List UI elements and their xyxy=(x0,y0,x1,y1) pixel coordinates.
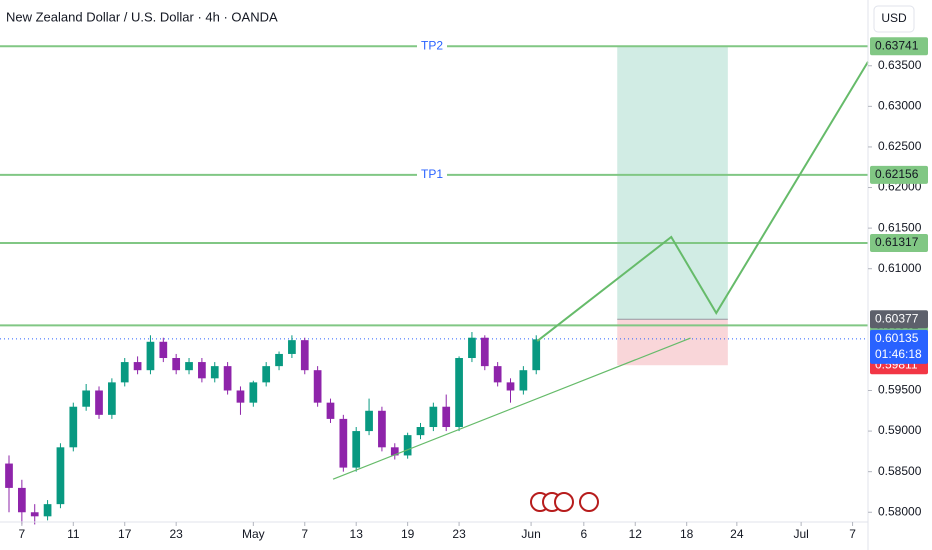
candle-body xyxy=(416,427,425,436)
x-tick-label: 13 xyxy=(350,527,364,541)
plot-area: TP2 TP1 xyxy=(0,38,869,525)
level-badge-bg xyxy=(870,37,928,56)
candle-body xyxy=(313,370,322,403)
x-tick-label: 18 xyxy=(680,527,694,541)
x-tick-label: 7 xyxy=(19,527,26,541)
candle-body xyxy=(365,410,373,432)
candle-body xyxy=(95,390,103,415)
x-tick-label: 23 xyxy=(452,527,466,541)
candle-body xyxy=(300,340,309,371)
x-tick-label: 6 xyxy=(580,527,587,541)
x-tick-label: May xyxy=(242,527,265,541)
candle-body xyxy=(82,390,91,407)
trendline xyxy=(332,337,691,480)
candle-body xyxy=(236,390,245,403)
level-badge: 0.62156 xyxy=(875,167,919,181)
candle-body xyxy=(493,366,502,383)
level-label-bg xyxy=(417,38,447,55)
x-tick-label: 7 xyxy=(301,527,308,541)
countdown: 01:46:18 xyxy=(875,347,922,361)
candle-body xyxy=(429,406,438,428)
candle-body xyxy=(262,366,271,383)
entry-badge: 0.60377 xyxy=(875,311,919,325)
candle-body xyxy=(468,337,476,359)
candle-body xyxy=(378,410,386,448)
y-tick-label: 0.63500 xyxy=(878,58,922,72)
y-tick-label: 0.61000 xyxy=(878,261,922,275)
x-tick-label: Jun xyxy=(521,527,540,541)
candle-body xyxy=(172,358,181,371)
candle-body xyxy=(442,406,451,428)
candle-body xyxy=(5,463,13,488)
x-tick-label: 12 xyxy=(629,527,643,541)
candle-body xyxy=(159,341,168,359)
candle-body xyxy=(455,358,463,428)
x-tick-label: 17 xyxy=(118,527,132,541)
stop-zone xyxy=(617,319,728,366)
candle-body xyxy=(18,487,26,513)
x-tick-label: 24 xyxy=(730,527,744,541)
candle-body xyxy=(198,362,206,379)
candle-body xyxy=(352,431,361,468)
y-tick-label: 0.62500 xyxy=(878,139,922,153)
candle-body xyxy=(288,340,296,354)
candle-body xyxy=(403,435,412,456)
candle-body xyxy=(519,370,528,391)
chart-title: New Zealand Dollar / U.S. Dollar · 4h · … xyxy=(6,9,278,24)
y-tick-label: 0.61500 xyxy=(878,220,922,234)
currency[interactable]: USD xyxy=(881,11,907,25)
level-badge-bg xyxy=(870,233,928,252)
target-zone xyxy=(617,46,728,320)
candle-body xyxy=(56,447,65,505)
x-tick-label: 7 xyxy=(849,527,856,541)
candle-body xyxy=(210,366,219,379)
candle-body xyxy=(146,341,155,371)
candle-body xyxy=(326,402,335,419)
candle-body xyxy=(223,366,232,391)
candle-body xyxy=(30,512,39,517)
candle-body xyxy=(506,382,515,391)
y-tick-label: 0.59500 xyxy=(878,383,922,397)
candle-body xyxy=(185,362,193,371)
candle-body xyxy=(532,339,541,371)
candle-body xyxy=(133,362,142,371)
candle-body xyxy=(69,406,78,448)
y-tick-label: 0.58000 xyxy=(878,504,922,518)
level-badge-bg xyxy=(870,165,928,184)
price-badge: 0.60135 xyxy=(875,331,919,345)
level-label-bg xyxy=(417,166,447,183)
candle-body xyxy=(43,504,52,517)
x-tick-label: 23 xyxy=(169,527,183,541)
entry-badge-bg xyxy=(870,310,928,329)
candle-body xyxy=(390,447,399,456)
y-tick-label: 0.58500 xyxy=(878,464,922,478)
y-tick-label: 0.59000 xyxy=(878,423,922,437)
candle-body xyxy=(275,353,283,367)
candle-body xyxy=(249,382,258,403)
candle-body xyxy=(480,337,489,367)
x-tick-label: 19 xyxy=(401,527,415,541)
candle-body xyxy=(108,382,116,415)
price-badge-bg xyxy=(870,329,928,364)
level-label: TP2 xyxy=(421,38,443,52)
currency-button[interactable] xyxy=(873,5,915,33)
x-tick-label: 11 xyxy=(67,527,80,541)
candle-body xyxy=(120,362,129,383)
level-badge: 0.63741 xyxy=(875,38,919,52)
candle-body xyxy=(339,418,348,468)
event-icons xyxy=(530,492,599,512)
level-label: TP1 xyxy=(421,167,443,181)
projection-path xyxy=(536,61,869,342)
y-tick-label: 0.63000 xyxy=(878,99,922,113)
x-tick-label: Jul xyxy=(793,527,808,541)
level-badge: 0.61317 xyxy=(875,235,919,249)
